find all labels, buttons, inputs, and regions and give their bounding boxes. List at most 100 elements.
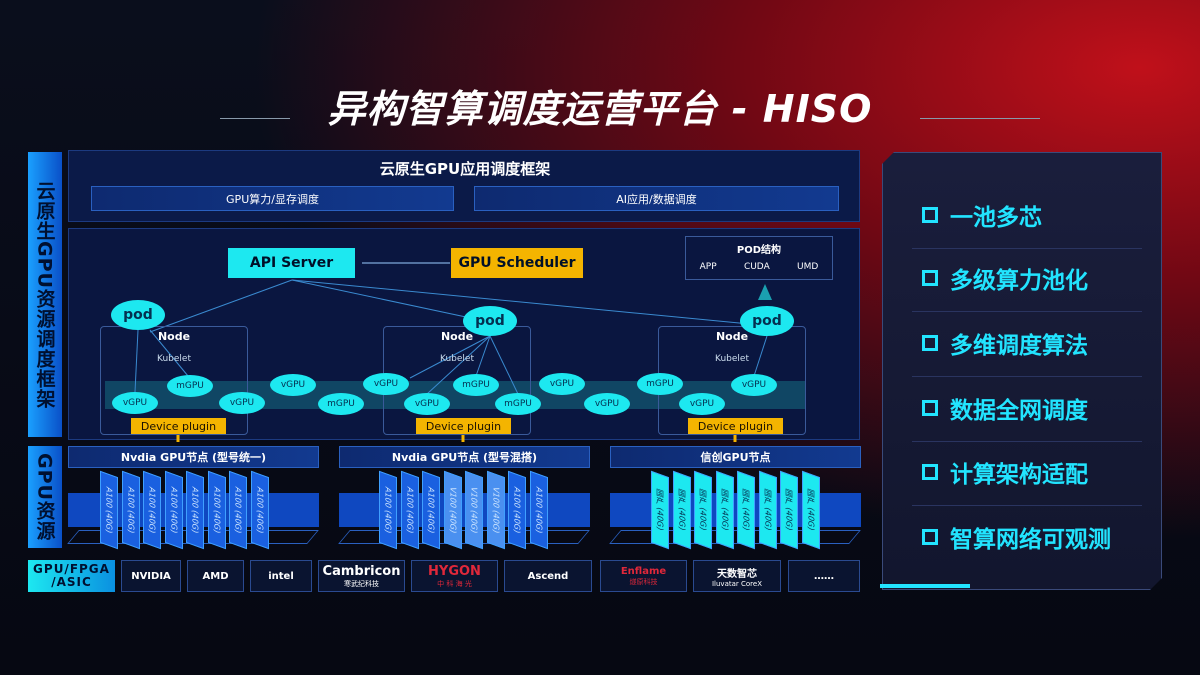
- vendor-name: 天数智芯: [717, 568, 757, 580]
- gpu-card: A100 (40G): [164, 470, 183, 550]
- ai-data-bar: AI应用/数据调度: [474, 186, 839, 211]
- vendor-name: AMD: [202, 570, 229, 582]
- pod-ellipse: pod: [740, 306, 794, 336]
- gpu-node-header: Nvdia GPU节点 (型号混搭): [339, 446, 590, 468]
- kubelet-label: Kubelet: [157, 354, 191, 364]
- node-label: Node: [157, 330, 191, 343]
- vendor-subtitle: 寒武纪科技: [344, 579, 379, 588]
- pod-ellipse: pod: [463, 306, 517, 336]
- gpu-card: A100 (40G): [121, 470, 140, 550]
- app-framework-panel: 云原生GPU应用调度框架 GPU算力/显存调度 AI应用/数据调度: [68, 150, 860, 222]
- checkbox-icon: [922, 529, 938, 545]
- vendor-logo-intel: intel: [250, 560, 312, 592]
- feature-divider: [912, 311, 1142, 312]
- gpu-card: A100 (40G): [207, 470, 226, 550]
- gpu-card: 国产 (40G): [651, 470, 669, 550]
- checkbox-icon: [922, 207, 938, 223]
- vendor-name: NVIDIA: [131, 570, 171, 582]
- resources-side-label: GPU资源: [28, 446, 62, 548]
- virtual-gpu-ellipse: vGPU: [112, 392, 158, 414]
- gpu-card: A100 (40G): [379, 470, 397, 550]
- gpu-card: A100 (40G): [143, 470, 161, 550]
- virtual-gpu-ellipse: vGPU: [404, 393, 450, 415]
- gpu-card: A100 (40G): [250, 470, 269, 550]
- vendor-name: ……: [814, 570, 834, 582]
- feature-item: 计算架构适配: [922, 455, 1088, 489]
- vendor-name: Enflame: [620, 565, 667, 577]
- vendor-logo-amd: AMD: [187, 560, 244, 592]
- features-panel: [882, 152, 1162, 590]
- gpu-card: A100 (40G): [186, 470, 204, 550]
- gpu-card: A100 (40G): [508, 470, 526, 550]
- gpu-card: V100 (40G): [443, 470, 462, 550]
- vendor-logo-nvidia: NVIDIA: [121, 560, 181, 592]
- kubelet-label: Kubelet: [440, 354, 474, 364]
- gpu-card: 国产 (40G): [715, 470, 734, 550]
- chip-types-label: GPU/FPGA /ASIC: [28, 560, 115, 592]
- virtual-gpu-ellipse: mGPU: [637, 373, 683, 395]
- vendor-logo-hygon: HYGON 中 科 海 光: [411, 560, 498, 592]
- virtual-gpu-ellipse: vGPU: [270, 374, 316, 396]
- gpu-card: 国产 (40G): [672, 470, 691, 550]
- virtual-gpu-ellipse: vGPU: [679, 393, 725, 415]
- vendor-logo-ascend: Ascend: [504, 560, 592, 592]
- feature-item: 多维调度算法: [922, 326, 1088, 360]
- gpu-compute-bar: GPU算力/显存调度: [91, 186, 454, 211]
- feature-divider: [912, 441, 1142, 442]
- vendor-subtitle: Iluvatar CoreX: [711, 579, 762, 588]
- vendor-logo-cambricon: Cambricon 寒武纪科技: [318, 560, 405, 592]
- virtual-gpu-ellipse: mGPU: [167, 375, 213, 397]
- kubelet-label: Kubelet: [715, 354, 749, 364]
- virtual-gpu-ellipse: mGPU: [453, 374, 499, 396]
- gpu-scheduler-box: GPU Scheduler: [451, 248, 583, 278]
- gpu-card: 国产 (40G): [694, 470, 712, 550]
- virtual-gpu-ellipse: vGPU: [584, 393, 630, 415]
- checkbox-icon: [922, 464, 938, 480]
- pod-item-cuda: CUDA: [743, 262, 770, 272]
- node-label: Node: [440, 330, 474, 343]
- gpu-card: V100 (40G): [486, 470, 505, 550]
- title-decoration-right: [920, 118, 1040, 119]
- feature-item: 智算网络可观测: [922, 520, 1111, 554]
- vendor-subtitle: 燧原科技: [629, 577, 658, 586]
- pod-ellipse: pod: [111, 300, 165, 330]
- feature-divider: [912, 248, 1142, 249]
- virtual-gpu-ellipse: vGPU: [539, 373, 585, 395]
- gpu-card: 国产 (40G): [780, 470, 798, 550]
- node-box: Node Kubelet: [100, 326, 248, 435]
- checkbox-icon: [922, 270, 938, 286]
- framework-side-label: 云原生GPU资源调度框架: [28, 152, 62, 437]
- gpu-card: 国产 (40G): [801, 470, 820, 550]
- panel-accent: [880, 584, 970, 588]
- device-plugin-box: Device plugin: [688, 418, 783, 434]
- feature-label: 计算架构适配: [950, 462, 1088, 488]
- vendor-logo-天数智芯: 天数智芯 Iluvatar CoreX: [693, 560, 781, 592]
- virtual-gpu-ellipse: vGPU: [731, 374, 777, 396]
- virtual-gpu-ellipse: mGPU: [495, 393, 541, 415]
- vendor-name: intel: [268, 570, 294, 582]
- feature-item: 多级算力池化: [922, 261, 1088, 295]
- gpu-card: A100 (40G): [422, 470, 440, 550]
- gpu-card: 国产 (40G): [758, 470, 777, 550]
- feature-divider: [912, 376, 1142, 377]
- gpu-node-band: [610, 493, 861, 527]
- pod-structure-box: POD结构 APP CUDA UMD: [685, 236, 833, 280]
- feature-label: 多级算力池化: [950, 268, 1088, 294]
- virtual-gpu-ellipse: mGPU: [318, 393, 364, 415]
- checkbox-icon: [922, 335, 938, 351]
- gpu-card: V100 (40G): [465, 470, 483, 550]
- gpu-card: A100 (40G): [400, 470, 419, 550]
- api-server-box: API Server: [228, 248, 355, 278]
- device-plugin-box: Device plugin: [131, 418, 226, 434]
- feature-label: 智算网络可观测: [950, 527, 1111, 553]
- gpu-node-base: [609, 530, 861, 544]
- feature-item: 一池多芯: [922, 198, 1042, 232]
- app-framework-title: 云原生GPU应用调度框架: [379, 160, 551, 178]
- vendor-name: HYGON: [428, 563, 481, 579]
- gpu-card: 国产 (40G): [737, 470, 755, 550]
- gpu-card: A100 (40G): [100, 470, 118, 550]
- pod-structure-title: POD结构: [736, 245, 782, 256]
- node-label: Node: [715, 330, 749, 343]
- feature-item: 数据全网调度: [922, 391, 1088, 425]
